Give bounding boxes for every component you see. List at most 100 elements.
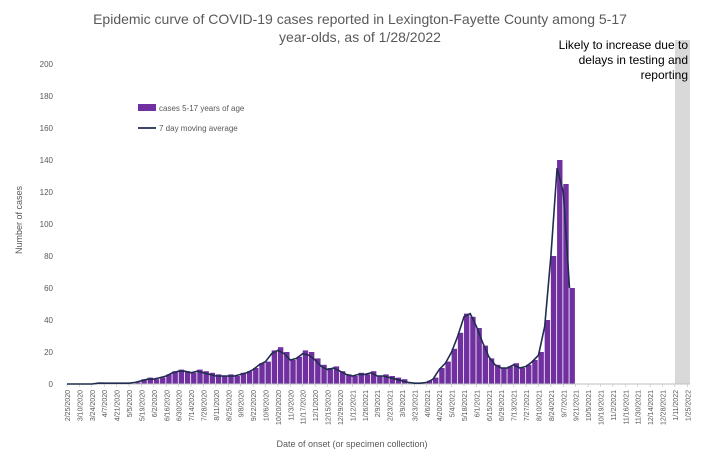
bar [476, 328, 482, 384]
bar [265, 361, 271, 384]
x-axis-title: Date of onset (or specimen collection) [276, 439, 427, 449]
bar [141, 379, 147, 384]
bar [513, 363, 520, 384]
x-tick-label: 6/1/2021 [474, 390, 481, 417]
x-tick-label: 4/20/2021 [437, 390, 444, 421]
x-tick-label: 12/28/2021 [661, 390, 668, 425]
bar [240, 372, 247, 384]
x-tick-label: 2/23/2021 [388, 390, 395, 421]
bar [445, 361, 451, 384]
legend-swatch-cases [138, 104, 156, 111]
bar [451, 348, 458, 384]
bar [197, 369, 203, 384]
x-tick-label: 1/26/2021 [363, 390, 370, 421]
bar [352, 376, 358, 384]
bar [284, 352, 290, 384]
moving-average-line [67, 167, 571, 385]
highlight-band [674, 40, 690, 384]
x-tick-label: 1/11/2022 [673, 390, 680, 421]
delay-annotation: Likely to increase due to delays in test… [558, 38, 688, 82]
x-tick-label: 7/28/2020 [201, 390, 208, 421]
x-tick-label: 9/7/2021 [561, 390, 568, 417]
x-tick-label: 4/6/2021 [425, 390, 432, 417]
x-tick-label: 5/5/2020 [127, 390, 134, 417]
x-tick-label: 11/16/2021 [623, 390, 630, 425]
bar [228, 374, 234, 384]
bar [526, 364, 532, 384]
y-tick-label: 80 [44, 252, 53, 261]
bar [315, 358, 321, 384]
x-tick-label: 2/25/2020 [65, 390, 72, 421]
bar [538, 352, 544, 384]
bar [160, 377, 166, 384]
y-tick-label: 140 [40, 156, 54, 165]
bar [259, 363, 265, 384]
x-tick-label: 6/30/2020 [177, 390, 184, 421]
bar [519, 368, 526, 384]
x-tick-label: 8/24/2021 [549, 390, 556, 421]
bar [271, 350, 278, 384]
bar [395, 377, 402, 384]
x-tick-label: 9/22/2020 [251, 390, 258, 421]
y-axis-title: Number of cases [14, 185, 24, 254]
bar [569, 288, 575, 384]
bar [308, 352, 315, 384]
x-tick-label: 12/15/2020 [326, 390, 333, 425]
bar [209, 372, 216, 384]
bar [321, 364, 327, 384]
bar [470, 316, 476, 384]
y-tick-label: 0 [49, 380, 54, 389]
x-tick-label: 4/21/2020 [115, 390, 122, 421]
bar [290, 360, 296, 384]
x-tick-label: 8/25/2020 [226, 390, 233, 421]
bar [501, 368, 507, 384]
bar [346, 374, 352, 384]
x-tick-label: 3/9/2021 [400, 390, 407, 417]
bar [550, 256, 557, 384]
x-tick-label: 7/14/2020 [189, 390, 196, 421]
x-tick-label: 3/23/2021 [412, 390, 419, 421]
bar [222, 376, 228, 384]
bar [166, 374, 172, 384]
x-tick-label: 10/19/2021 [598, 390, 605, 425]
bar [178, 369, 185, 384]
bar [433, 377, 439, 384]
x-tick-label: 12/14/2021 [648, 390, 655, 425]
bar [544, 320, 551, 384]
bar [389, 376, 395, 384]
bar [464, 313, 470, 384]
bar [557, 160, 563, 384]
bar [234, 376, 240, 384]
bar [184, 371, 191, 384]
x-tick-label: 11/17/2020 [301, 390, 308, 425]
x-tick-label: 3/10/2020 [77, 390, 84, 421]
bar [215, 374, 222, 384]
x-tick-label: 6/2/2020 [152, 390, 159, 417]
y-tick-label: 100 [40, 220, 54, 229]
x-tick-label: 2/9/2021 [375, 390, 382, 417]
x-tick-label: 10/5/2021 [586, 390, 593, 421]
y-tick-label: 60 [44, 284, 53, 293]
x-tick-label: 7/27/2021 [524, 390, 531, 421]
y-tick-label: 120 [40, 188, 54, 197]
x-tick-label: 6/16/2020 [164, 390, 171, 421]
bar [327, 368, 333, 384]
y-tick-label: 20 [44, 348, 53, 357]
x-tick-label: 9/8/2020 [239, 390, 246, 417]
bar [364, 374, 371, 384]
bar [488, 358, 495, 384]
x-tick-label: 1/25/2022 [685, 390, 692, 421]
x-tick-label: 10/20/2020 [276, 390, 283, 425]
bar [383, 374, 389, 384]
x-tick-label: 8/11/2020 [214, 390, 221, 421]
legend-label-average: 7 day moving average [159, 124, 238, 133]
bar [495, 364, 501, 384]
bar [302, 350, 309, 384]
bar [333, 366, 340, 384]
x-tick-label: 12/1/2020 [313, 390, 320, 421]
x-tick-label: 6/15/2021 [487, 390, 494, 421]
y-tick-label: 200 [40, 60, 54, 69]
bar [253, 368, 259, 384]
bar [439, 368, 445, 384]
